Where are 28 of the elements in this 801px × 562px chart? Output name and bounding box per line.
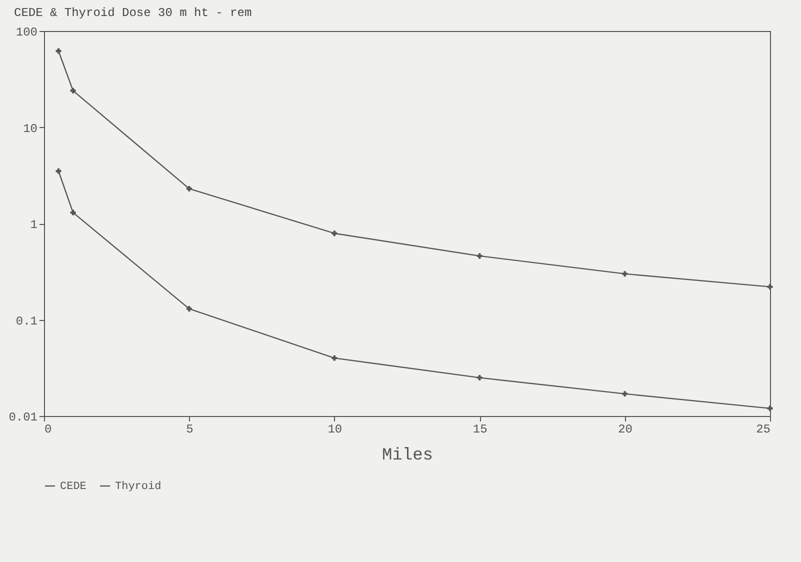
point: [476, 253, 482, 259]
legend-label: Thyroid: [115, 481, 162, 493]
point: [767, 284, 773, 290]
point: [622, 271, 628, 277]
x-tick-label: 25: [756, 422, 770, 436]
point: [476, 374, 482, 380]
point: [70, 210, 76, 216]
x-tick-label: 10: [328, 422, 342, 436]
y-tick-label: 10: [23, 122, 38, 136]
point: [56, 168, 62, 174]
chart-title: CEDE & Thyroid Dose 30 m ht - rem: [14, 6, 252, 20]
point: [332, 230, 338, 236]
y-tick-label: 1: [30, 218, 38, 232]
x-tick-label: 0: [44, 422, 52, 436]
point: [186, 186, 192, 192]
point: [622, 391, 628, 397]
x-tick-label: 5: [186, 422, 194, 436]
legend-label: CEDE: [60, 481, 87, 493]
x-tick-label: 20: [618, 422, 633, 436]
y-tick-label: 0.1: [16, 314, 38, 328]
y-tick-label: 0.01: [8, 410, 38, 424]
x-tick-label: 15: [472, 422, 488, 436]
point: [186, 306, 192, 312]
point: [70, 88, 76, 94]
y-tick-label: 100: [16, 26, 38, 40]
point: [56, 48, 62, 54]
x-axis-title: Miles: [382, 446, 434, 466]
point: [332, 355, 338, 361]
